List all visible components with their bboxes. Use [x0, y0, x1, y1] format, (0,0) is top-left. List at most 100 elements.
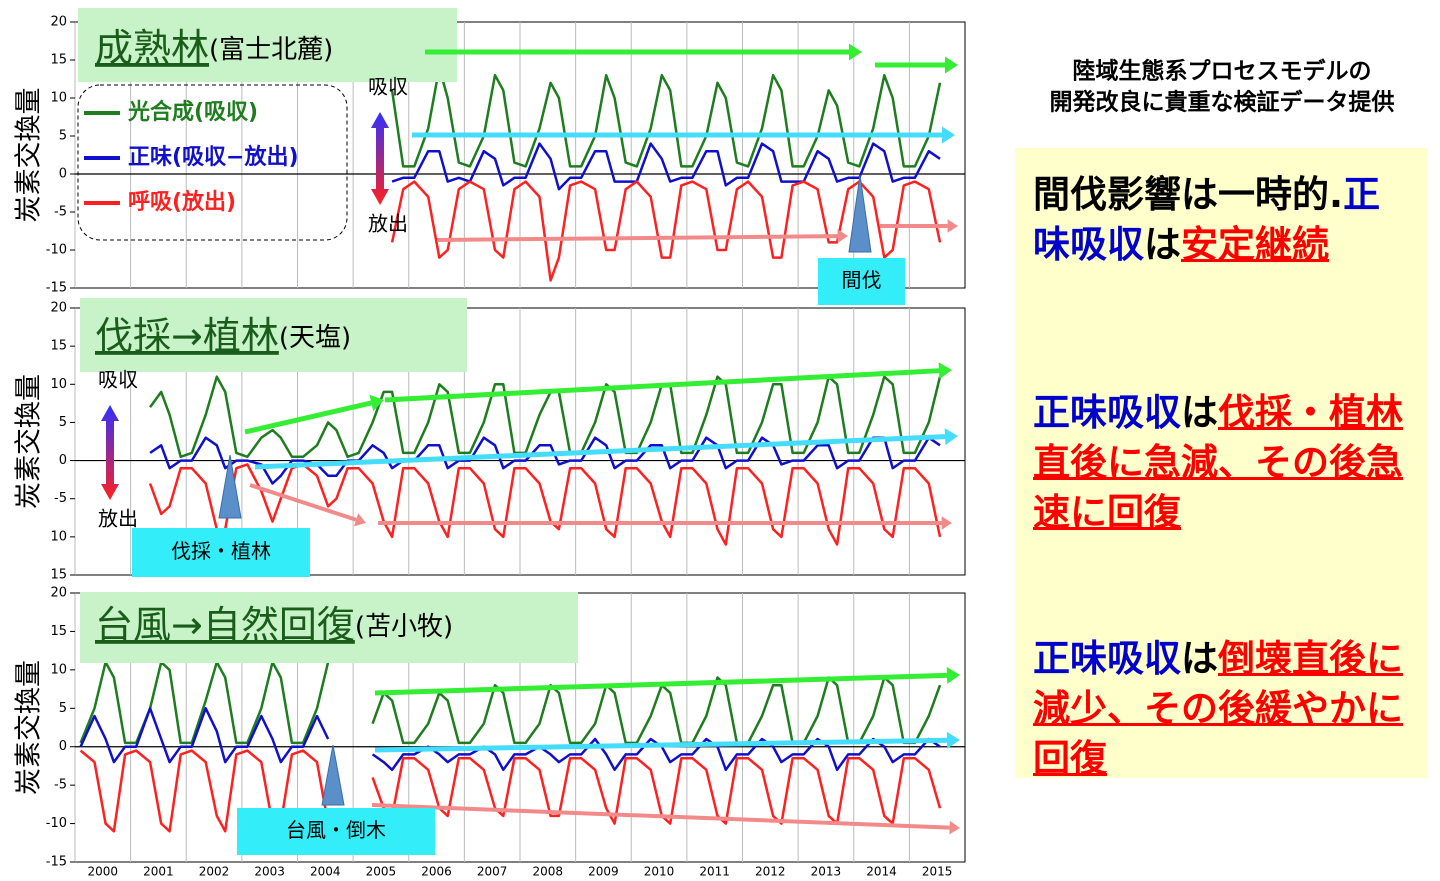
message: 正味吸収は倒壊直後に減少、その後緩やかに回復 — [1033, 634, 1413, 784]
arrow-head — [369, 394, 384, 412]
note-line: 開発改良に貴重な検証データ提供 — [1050, 89, 1395, 116]
x-tick-label: 2013 — [811, 865, 842, 879]
event-marker — [218, 454, 242, 519]
note-line: 陸域生態系プロセスモデルの — [1073, 58, 1372, 85]
event-marker — [321, 744, 345, 806]
message-text: 間伐影響は一時的. — [1033, 173, 1344, 216]
y-axis-label: 炭素交換量 — [14, 88, 45, 223]
arrow-head — [949, 820, 960, 835]
trend-arrow — [384, 368, 940, 403]
y-tick-label: 20 — [50, 586, 67, 601]
arrow-head — [946, 666, 960, 684]
x-tick-label: 2003 — [254, 865, 285, 879]
x-tick-label: 2007 — [477, 865, 508, 879]
trend-arrow — [254, 434, 946, 470]
series-line — [149, 375, 942, 459]
x-tick-label: 2010 — [644, 865, 675, 879]
message-text: 安定継続 — [1181, 223, 1329, 266]
title-main: 台風→自然回復 — [95, 603, 355, 647]
x-tick-label: 2011 — [699, 865, 730, 879]
y-tick-label: -10 — [46, 816, 67, 831]
x-tick-label: 2009 — [588, 865, 619, 879]
series-line — [390, 66, 942, 168]
y-tick-label: 5 — [59, 129, 67, 144]
uptake-label: 吸収 — [368, 75, 408, 99]
y-tick-label: 15 — [50, 624, 67, 639]
release-label: 放出 — [368, 212, 408, 236]
event-label: 台風・倒木 — [286, 818, 386, 842]
y-tick-label: -5 — [54, 778, 67, 793]
y-tick-label: 5 — [59, 415, 67, 430]
y-tick-label: -15 — [46, 855, 67, 870]
series-line — [79, 749, 942, 833]
title-box — [80, 592, 578, 663]
x-tick-label: 2014 — [866, 865, 897, 879]
legend-label: 呼吸(放出) — [128, 189, 236, 215]
y-tick-label: -5 — [54, 205, 67, 220]
message-text: 倒壊直後に減少、その後緩やかに回復 — [1033, 637, 1403, 780]
x-tick-label: 2000 — [88, 865, 119, 879]
message-text: は — [1181, 637, 1218, 680]
y-tick-label: -10 — [46, 243, 67, 258]
x-tick-label: 2008 — [533, 865, 564, 879]
arrow-head — [353, 513, 366, 527]
arrow-head — [849, 43, 862, 61]
x-tick-label: 2006 — [421, 865, 452, 879]
title-main: 伐採→植林 — [95, 314, 279, 358]
arrow-head — [946, 731, 960, 749]
y-axis-label: 炭素交換量 — [14, 374, 45, 509]
trend-arrow — [436, 234, 838, 242]
y-tick-label: 10 — [50, 529, 67, 544]
title-box — [78, 8, 457, 82]
event-label: 伐採・植林 — [171, 539, 271, 563]
event-label: 間伐 — [842, 268, 882, 292]
legend-label: 正味(吸収−放出) — [128, 144, 299, 170]
x-tick-label: 2005 — [366, 865, 397, 879]
arrow-head — [944, 428, 958, 446]
event-box — [237, 808, 435, 855]
panel-title: 成熟林(富士北麓) — [95, 26, 333, 70]
x-tick-label: 2012 — [755, 865, 786, 879]
y-tick-label: 15 — [50, 568, 67, 583]
panel-title: 台風→自然回復(苫小牧) — [95, 603, 453, 647]
event-marker — [848, 174, 872, 253]
y-tick-label: 10 — [50, 662, 67, 677]
y-tick-label: -5 — [54, 491, 67, 506]
message-text: 正味吸収 — [1033, 391, 1181, 434]
y-tick-label: 20 — [50, 301, 67, 316]
arrow-head — [941, 516, 952, 530]
title-main: 成熟林 — [95, 26, 209, 70]
title-sub: (苫小牧) — [355, 612, 453, 642]
arrow-head — [945, 56, 958, 74]
message: 正味吸収は伐採・植林直後に急減、その後急速に回復 — [1033, 388, 1413, 538]
uptake-label: 吸収 — [98, 368, 138, 392]
message: 間伐影響は一時的.正味吸収は安定継続 — [1033, 170, 1413, 270]
y-tick-label: 10 — [50, 377, 67, 392]
y-tick-label: 0 — [59, 453, 67, 468]
message-box: 間伐影響は一時的.正味吸収は安定継続 正味吸収は伐採・植林直後に急減、その後急速に… — [1015, 148, 1428, 780]
event-box — [818, 258, 905, 305]
y-tick-label: 5 — [59, 701, 67, 716]
arrow-head — [938, 362, 952, 380]
legend-label: 光合成(吸収) — [127, 99, 258, 125]
trend-arrow — [374, 737, 948, 753]
series-line — [391, 142, 941, 191]
series-line — [390, 180, 942, 282]
y-tick-label: 0 — [59, 167, 67, 182]
series-line — [148, 463, 942, 546]
arrow-head — [947, 219, 958, 233]
direction-arrow — [101, 405, 119, 500]
x-tick-label: 2015 — [922, 865, 953, 879]
y-tick-label: -15 — [46, 281, 67, 296]
message-text: 伐採・植林直後に急減、その後急速に回復 — [1033, 391, 1403, 534]
title-box — [80, 298, 467, 372]
trend-arrow — [244, 400, 372, 435]
release-label: 放出 — [98, 507, 138, 531]
message-text: は — [1181, 391, 1218, 434]
x-tick-label: 2004 — [310, 865, 341, 879]
trend-arrow — [249, 483, 357, 522]
message-text: 正味吸収 — [1033, 173, 1381, 266]
y-tick-label: 15 — [50, 339, 67, 354]
